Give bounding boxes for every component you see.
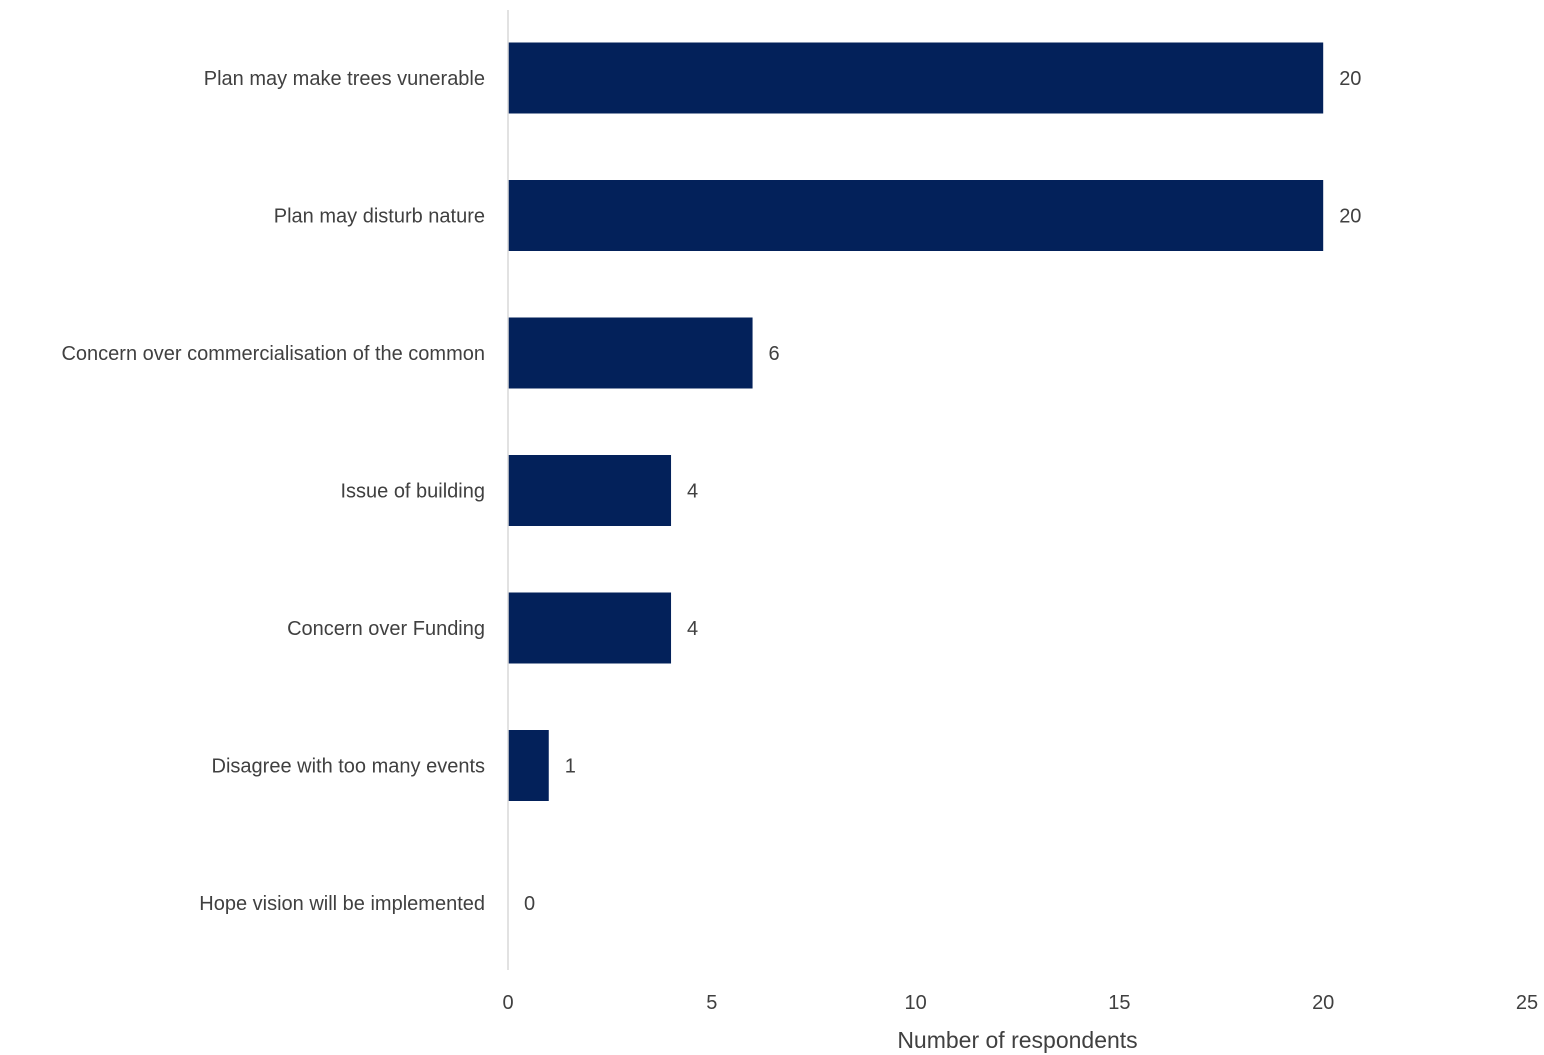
- x-tick-labels: 0 5 10 15 20 25: [502, 992, 1538, 1014]
- category-label: Plan may disturb nature: [274, 206, 485, 228]
- data-label: 20: [1339, 206, 1361, 228]
- data-label: 4: [687, 481, 698, 503]
- category-label: Plan may make trees vunerable: [204, 68, 485, 90]
- category-label: Hope vision will be implemented: [199, 893, 485, 915]
- bars-group: [508, 42, 1324, 801]
- category-label: Concern over commercialisation of the co…: [61, 343, 485, 365]
- x-tick-label: 20: [1312, 992, 1334, 1014]
- data-label: 0: [524, 893, 535, 915]
- data-label: 1: [565, 756, 576, 778]
- category-label: Issue of building: [340, 481, 485, 503]
- data-label: 6: [769, 343, 780, 365]
- category-labels: Plan may make trees vunerable Plan may di…: [61, 68, 485, 915]
- bar: [508, 592, 672, 664]
- bar: [508, 730, 549, 801]
- value-labels: 20 20 6 4 4 1 0: [524, 68, 1361, 915]
- bar: [508, 455, 672, 526]
- category-label: Concern over Funding: [287, 618, 485, 640]
- x-tick-label: 15: [1108, 992, 1130, 1014]
- x-tick-label: 10: [904, 992, 926, 1014]
- data-label: 4: [687, 618, 698, 640]
- x-axis-title: Number of respondents: [897, 1027, 1137, 1053]
- x-tick-label: 0: [502, 992, 513, 1014]
- bar: [508, 42, 1324, 114]
- data-label: 20: [1339, 68, 1361, 90]
- x-tick-label: 5: [706, 992, 717, 1014]
- x-tick-label: 25: [1516, 992, 1538, 1014]
- bar: [508, 317, 753, 389]
- bar: [508, 180, 1324, 251]
- category-label: Disagree with too many events: [212, 756, 485, 778]
